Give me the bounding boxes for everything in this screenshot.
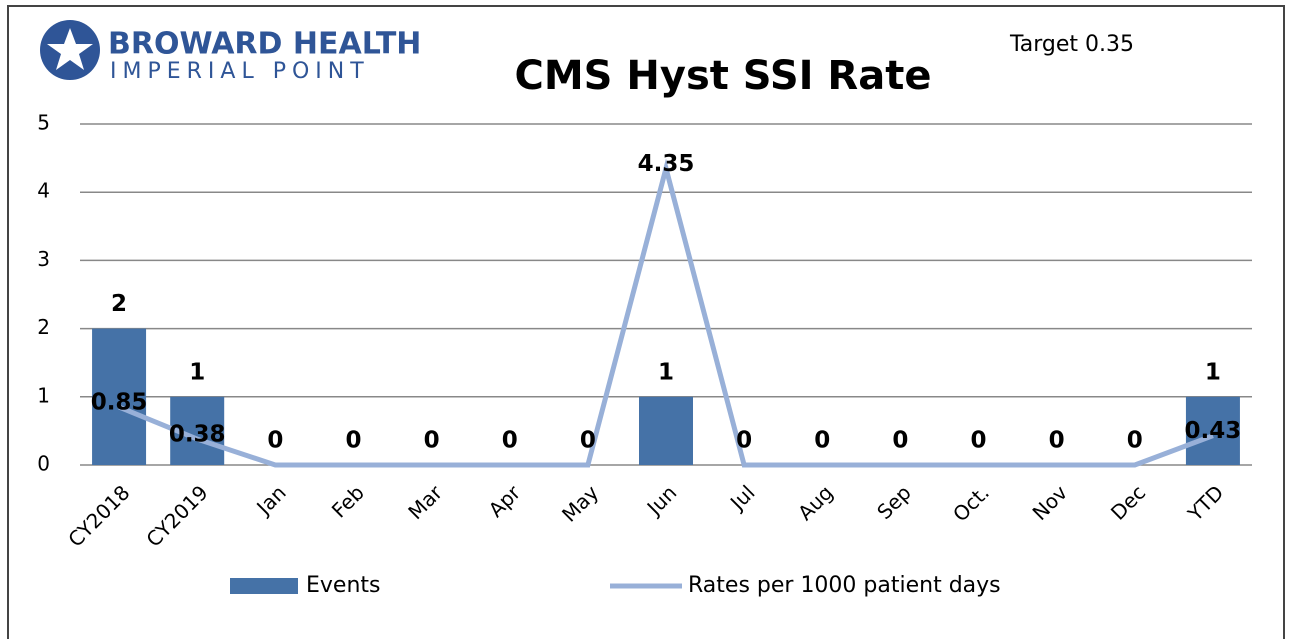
legend-label: Events [306,573,381,598]
x-tick-label: Jun [641,480,681,520]
x-tick-label: Feb [327,480,369,522]
y-tick-label: 4 [37,179,50,203]
data-label: 4.35 [638,151,695,177]
data-label: 0 [1049,428,1065,454]
x-tick-label: Oct. [948,480,994,526]
bar [92,328,147,465]
line [118,158,1214,468]
data-label: 0 [580,428,596,454]
x-tick-label: Sep [872,480,916,524]
x-tick-label: Nov [1028,480,1073,525]
chart-title: CMS Hyst SSI Rate [515,53,932,99]
data-label: 0 [1127,428,1143,454]
legend-swatch [230,578,298,594]
x-tick-label: YTD [1183,480,1229,526]
data-label: 0 [345,428,361,454]
data-label: 0 [424,428,440,454]
data-label: 0 [267,428,283,454]
x-tick-label: Dec [1106,480,1150,524]
data-label: 0.38 [169,422,226,448]
logo-line2: IMPERIAL POINT [110,59,370,84]
logo: BROWARD HEALTH IMPERIAL POINT [40,20,421,84]
y-tick-label: 3 [37,247,50,271]
data-label: 0 [814,428,830,454]
y-tick-label: 0 [37,452,50,476]
data-label: 2 [111,291,127,317]
bar [1185,396,1240,465]
x-tick-label: Jan [251,480,291,520]
bar [639,396,693,465]
data-label: 0 [502,428,518,454]
x-tick-label: May [557,480,603,526]
legend-label: Rates per 1000 patient days [688,573,1001,598]
data-label: 0.85 [91,390,148,416]
x-tick-label: CY2018 [63,480,134,551]
data-label: 0.43 [1185,418,1242,444]
data-label: 0 [736,428,752,454]
x-tick-label: Apr [484,480,526,522]
x-tick-label: Mar [403,480,447,524]
logo-star [47,28,93,70]
x-tick-label: Jul [724,480,759,515]
x-tick-label: Aug [793,480,838,525]
x-tick-label: CY2019 [141,480,212,551]
data-label: 1 [1205,359,1221,385]
logo-line1: BROWARD HEALTH [108,27,421,62]
data-label: 0 [892,428,908,454]
y-tick-label: 5 [37,111,50,135]
frame [7,5,1285,639]
annotation: Target 0.35 [1009,32,1134,57]
data-label: 0 [971,428,987,454]
y-tick-label: 1 [37,383,50,407]
data-label: 1 [189,359,205,385]
data-label: 1 [658,359,674,385]
y-tick-label: 2 [37,315,50,339]
